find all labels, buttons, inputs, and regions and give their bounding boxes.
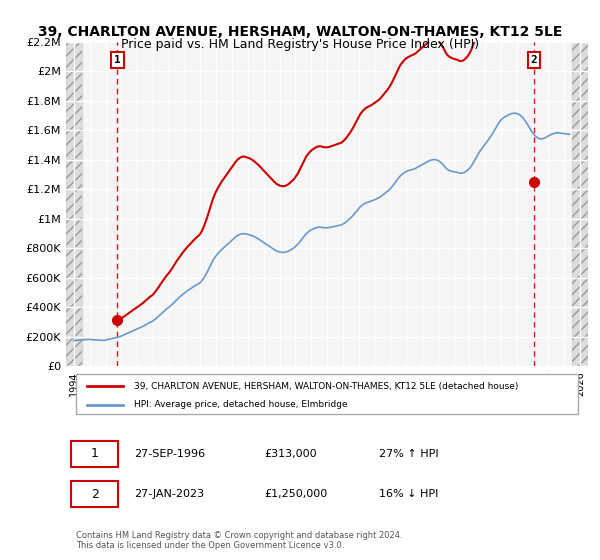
Text: 39, CHARLTON AVENUE, HERSHAM, WALTON-ON-THAMES, KT12 5LE: 39, CHARLTON AVENUE, HERSHAM, WALTON-ON-… <box>38 25 562 39</box>
Text: £1,250,000: £1,250,000 <box>265 489 328 499</box>
Text: 39, CHARLTON AVENUE, HERSHAM, WALTON-ON-THAMES, KT12 5LE (detached house): 39, CHARLTON AVENUE, HERSHAM, WALTON-ON-… <box>134 382 518 391</box>
Text: 16% ↓ HPI: 16% ↓ HPI <box>379 489 439 499</box>
Bar <box>572 42 588 366</box>
Text: Contains HM Land Registry data © Crown copyright and database right 2024.
This d: Contains HM Land Registry data © Crown c… <box>76 530 403 550</box>
Text: 1: 1 <box>114 55 121 65</box>
Text: 27-SEP-1996: 27-SEP-1996 <box>134 449 205 459</box>
FancyBboxPatch shape <box>71 441 118 466</box>
Text: 27-JAN-2023: 27-JAN-2023 <box>134 489 204 499</box>
Text: 27% ↑ HPI: 27% ↑ HPI <box>379 449 439 459</box>
FancyBboxPatch shape <box>76 374 578 414</box>
Text: Price paid vs. HM Land Registry's House Price Index (HPI): Price paid vs. HM Land Registry's House … <box>121 38 479 50</box>
Text: £313,000: £313,000 <box>265 449 317 459</box>
Bar <box>66 42 82 366</box>
Text: HPI: Average price, detached house, Elmbridge: HPI: Average price, detached house, Elmb… <box>134 400 347 409</box>
Text: 1: 1 <box>91 447 98 460</box>
FancyBboxPatch shape <box>71 481 118 507</box>
Text: 2: 2 <box>91 488 98 501</box>
Text: 2: 2 <box>530 55 537 65</box>
